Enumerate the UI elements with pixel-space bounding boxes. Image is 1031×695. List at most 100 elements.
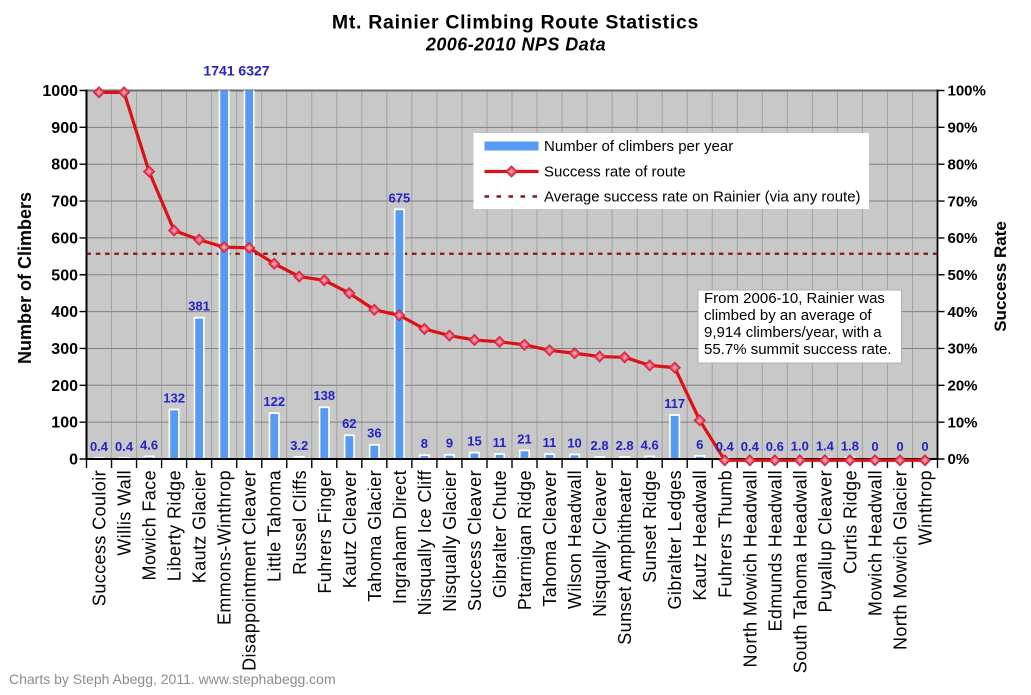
- svg-text:Number of climbers per year: Number of climbers per year: [544, 138, 733, 155]
- svg-text:381: 381: [188, 299, 210, 314]
- svg-text:Edmunds Headwall: Edmunds Headwall: [765, 470, 785, 631]
- svg-text:0%: 0%: [948, 451, 970, 468]
- svg-text:Success Cleaver: Success Cleaver: [465, 470, 485, 611]
- svg-text:Sunset Ridge: Sunset Ridge: [640, 470, 660, 583]
- svg-text:8: 8: [421, 436, 428, 451]
- svg-text:6327: 6327: [238, 63, 269, 79]
- svg-text:Success Rate: Success Rate: [991, 221, 1010, 332]
- svg-text:0: 0: [69, 452, 78, 469]
- svg-text:Russel Cliffs: Russel Cliffs: [290, 470, 310, 575]
- svg-text:2.8: 2.8: [616, 438, 634, 453]
- svg-text:62: 62: [342, 416, 356, 431]
- svg-text:55.7% summit success rate.: 55.7% summit success rate.: [704, 341, 892, 358]
- svg-text:2006-2010 NPS Data: 2006-2010 NPS Data: [425, 35, 606, 55]
- svg-text:70%: 70%: [948, 193, 978, 210]
- svg-text:600: 600: [51, 230, 78, 247]
- svg-text:500: 500: [51, 267, 78, 284]
- svg-text:1.8: 1.8: [841, 438, 859, 453]
- svg-text:0.4: 0.4: [741, 439, 760, 454]
- svg-text:10: 10: [567, 435, 581, 450]
- svg-text:Emmons-Winthrop: Emmons-Winthrop: [215, 470, 235, 625]
- svg-text:100%: 100%: [948, 83, 986, 100]
- svg-text:90%: 90%: [948, 120, 978, 137]
- svg-text:675: 675: [389, 190, 411, 205]
- svg-text:Curtis Ridge: Curtis Ridge: [840, 470, 860, 574]
- svg-text:300: 300: [51, 341, 78, 358]
- svg-text:Fuhrers Thumb: Fuhrers Thumb: [715, 470, 735, 598]
- svg-text:Fuhrers Finger: Fuhrers Finger: [315, 470, 335, 594]
- svg-text:Mt. Rainier Climbing Route Sta: Mt. Rainier Climbing Route Statistics: [332, 12, 699, 34]
- svg-text:11: 11: [493, 435, 507, 450]
- svg-text:Mowich Face: Mowich Face: [140, 470, 160, 580]
- svg-text:Number of Climbers: Number of Climbers: [15, 192, 35, 364]
- svg-text:Winthrop: Winthrop: [915, 470, 935, 545]
- svg-text:Kautz Cleaver: Kautz Cleaver: [340, 470, 360, 588]
- svg-text:4.6: 4.6: [140, 437, 158, 452]
- svg-text:0.4: 0.4: [115, 439, 134, 454]
- svg-text:Sunset Amphitheater: Sunset Amphitheater: [615, 470, 635, 645]
- svg-text:900: 900: [51, 120, 78, 137]
- svg-text:21: 21: [517, 431, 531, 446]
- svg-text:Gibralter Chute: Gibralter Chute: [490, 470, 510, 598]
- svg-text:Gibralter Ledges: Gibralter Ledges: [665, 470, 685, 609]
- svg-text:North Mowich Glacier: North Mowich Glacier: [890, 470, 910, 650]
- svg-text:100: 100: [51, 415, 78, 432]
- svg-text:2.8: 2.8: [591, 438, 609, 453]
- svg-text:South Tahoma Headwall: South Tahoma Headwall: [790, 470, 810, 673]
- svg-text:132: 132: [163, 390, 185, 405]
- svg-text:Nisqually Cleaver: Nisqually Cleaver: [590, 470, 610, 617]
- svg-text:3.2: 3.2: [290, 438, 308, 453]
- svg-text:0: 0: [896, 439, 903, 454]
- svg-text:Little Tahoma: Little Tahoma: [265, 469, 285, 582]
- svg-text:Disappointment Cleaver: Disappointment Cleaver: [240, 470, 260, 671]
- svg-text:9: 9: [446, 436, 453, 451]
- svg-text:Ptarmigan Ridge: Ptarmigan Ridge: [515, 470, 535, 610]
- svg-text:200: 200: [51, 378, 78, 395]
- svg-text:122: 122: [263, 394, 285, 409]
- svg-text:Mowich Headwall: Mowich Headwall: [865, 470, 885, 616]
- svg-text:North Mowich Headwall: North Mowich Headwall: [740, 470, 760, 667]
- svg-text:10%: 10%: [948, 414, 978, 431]
- svg-text:11: 11: [543, 435, 557, 450]
- svg-text:Kautz Glacier: Kautz Glacier: [190, 470, 210, 583]
- svg-text:4.6: 4.6: [641, 437, 659, 452]
- svg-text:Ingraham Direct: Ingraham Direct: [390, 470, 410, 604]
- svg-text:climbed by an average of: climbed by an average of: [704, 307, 872, 324]
- svg-text:0: 0: [921, 439, 928, 454]
- svg-text:60%: 60%: [948, 230, 978, 247]
- svg-text:1.4: 1.4: [816, 438, 835, 453]
- svg-text:1.0: 1.0: [791, 439, 809, 454]
- svg-text:138: 138: [313, 388, 335, 403]
- svg-text:117: 117: [664, 396, 685, 411]
- svg-text:9,914 climbers/year, with a: 9,914 climbers/year, with a: [704, 324, 882, 341]
- svg-text:Tahoma Cleaver: Tahoma Cleaver: [540, 470, 560, 607]
- svg-text:0.4: 0.4: [716, 439, 735, 454]
- svg-text:Charts by Steph Abegg, 2011. w: Charts by Steph Abegg, 2011. www.stephab…: [9, 671, 336, 687]
- svg-text:Success Couloir: Success Couloir: [90, 470, 110, 606]
- svg-text:0: 0: [871, 439, 878, 454]
- svg-text:1000: 1000: [42, 83, 78, 100]
- svg-text:Success rate of route: Success rate of route: [544, 164, 686, 181]
- svg-text:40%: 40%: [948, 304, 978, 321]
- svg-text:Kautz Headwall: Kautz Headwall: [690, 470, 710, 601]
- svg-text:From 2006-10, Rainier was: From 2006-10, Rainier was: [704, 290, 885, 307]
- svg-text:36: 36: [367, 426, 381, 441]
- svg-text:Willis Wall: Willis Wall: [115, 470, 135, 556]
- svg-text:Average success rate on Rainie: Average success rate on Rainier (via any…: [544, 189, 861, 206]
- svg-text:700: 700: [51, 194, 78, 211]
- svg-text:800: 800: [51, 157, 78, 174]
- svg-text:0.6: 0.6: [766, 439, 784, 454]
- svg-text:Liberty Ridge: Liberty Ridge: [165, 470, 185, 581]
- svg-text:400: 400: [51, 304, 78, 321]
- svg-text:Tahoma Glacier: Tahoma Glacier: [365, 470, 385, 602]
- svg-text:80%: 80%: [948, 156, 978, 173]
- svg-text:Nisqually Glacier: Nisqually Glacier: [440, 470, 460, 612]
- svg-text:50%: 50%: [948, 267, 978, 284]
- svg-text:1741: 1741: [203, 63, 234, 79]
- svg-text:0.4: 0.4: [90, 439, 109, 454]
- svg-text:30%: 30%: [948, 341, 978, 358]
- svg-text:15: 15: [467, 433, 481, 448]
- svg-text:Wilson Headwall: Wilson Headwall: [565, 470, 585, 609]
- svg-text:6: 6: [696, 437, 703, 452]
- svg-text:Puyallup Cleaver: Puyallup Cleaver: [815, 470, 835, 612]
